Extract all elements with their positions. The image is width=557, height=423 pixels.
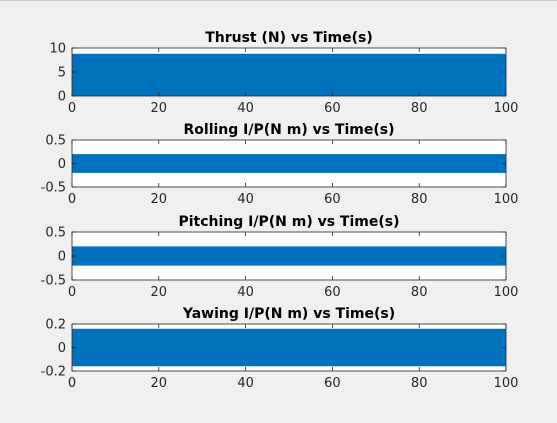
window-top-border (0, 0, 557, 1)
y-tick-label: -0.2 (41, 365, 66, 380)
x-tick-label: 0 (68, 376, 76, 391)
x-tick-label: 0 (68, 192, 76, 207)
x-tick-label: 80 (411, 285, 428, 300)
x-tick-label: 100 (494, 376, 519, 391)
x-tick-label: 20 (151, 192, 168, 207)
y-tick-label: 0.2 (45, 318, 66, 333)
subplot-title: Pitching I/P(N m) vs Time(s) (178, 214, 399, 230)
y-tick-label: 0 (58, 341, 66, 356)
x-tick-label: 60 (324, 192, 341, 207)
series-1-band (72, 154, 506, 173)
x-tick-label: 100 (494, 192, 519, 207)
x-tick-label: 40 (237, 101, 254, 116)
x-tick-label: 40 (237, 285, 254, 300)
subplots-group: 0 20 40 60 80 100 0 5 10 Thrust (N) vs Time(s) 0 20… (41, 30, 519, 391)
x-tick-label: 20 (151, 285, 168, 300)
y-tick-label: -0.5 (41, 274, 66, 289)
x-tick-label: 80 (411, 101, 428, 116)
series-1-band (72, 246, 506, 266)
subplot-title: Rolling I/P(N m) vs Time(s) (184, 122, 395, 138)
x-tick-label: 20 (151, 376, 168, 391)
y-tick-label: 0 (58, 90, 66, 105)
x-tick-label: 100 (494, 101, 519, 116)
x-tick-label: 60 (324, 376, 341, 391)
x-tick-label: 60 (324, 101, 341, 116)
series-1-band (72, 328, 506, 367)
y-tick-label: 0.5 (45, 226, 66, 241)
series-1-band (72, 53, 506, 96)
y-tick-label: 0 (58, 157, 66, 172)
subplot-title: Yawing I/P(N m) vs Time(s) (182, 306, 395, 322)
x-tick-label: 40 (237, 192, 254, 207)
y-tick-label: 5 (58, 66, 66, 81)
x-tick-label: 80 (411, 376, 428, 391)
x-tick-label: 40 (237, 376, 254, 391)
x-tick-label: 20 (151, 101, 168, 116)
y-tick-label: 0.5 (45, 134, 66, 149)
y-tick-label: -0.5 (41, 181, 66, 196)
y-tick-label: 0 (58, 250, 66, 265)
x-tick-label: 100 (494, 285, 519, 300)
x-tick-label: 80 (411, 192, 428, 207)
subplot-1: 0 20 40 60 80 100 0 5 10 Thrust (N) vs Time(s) (49, 30, 518, 116)
subplot-title: Thrust (N) vs Time(s) (205, 30, 373, 46)
y-tick-label: 10 (49, 42, 66, 57)
x-tick-label: 0 (68, 101, 76, 116)
x-tick-label: 0 (68, 285, 76, 300)
x-tick-label: 60 (324, 285, 341, 300)
